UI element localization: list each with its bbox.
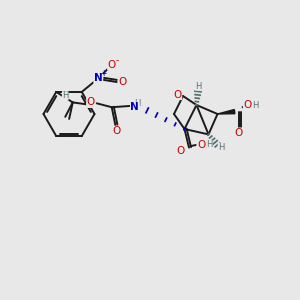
Text: H: H (206, 140, 213, 149)
Text: O: O (197, 140, 205, 150)
Text: H: H (134, 99, 140, 108)
Polygon shape (218, 110, 235, 114)
Text: O: O (234, 128, 243, 138)
Text: -: - (116, 56, 119, 65)
Text: O: O (87, 98, 95, 107)
Text: O: O (108, 60, 116, 70)
Text: +: + (100, 68, 107, 77)
Text: O: O (176, 146, 185, 156)
Text: H: H (195, 82, 202, 91)
Text: O: O (173, 89, 182, 100)
Text: N: N (130, 102, 139, 112)
Text: H: H (62, 91, 68, 100)
Text: N: N (94, 74, 103, 83)
Text: O: O (113, 126, 121, 136)
Text: O: O (118, 77, 126, 87)
Text: H: H (218, 143, 224, 152)
Text: H: H (252, 100, 259, 109)
Text: O: O (243, 100, 252, 110)
